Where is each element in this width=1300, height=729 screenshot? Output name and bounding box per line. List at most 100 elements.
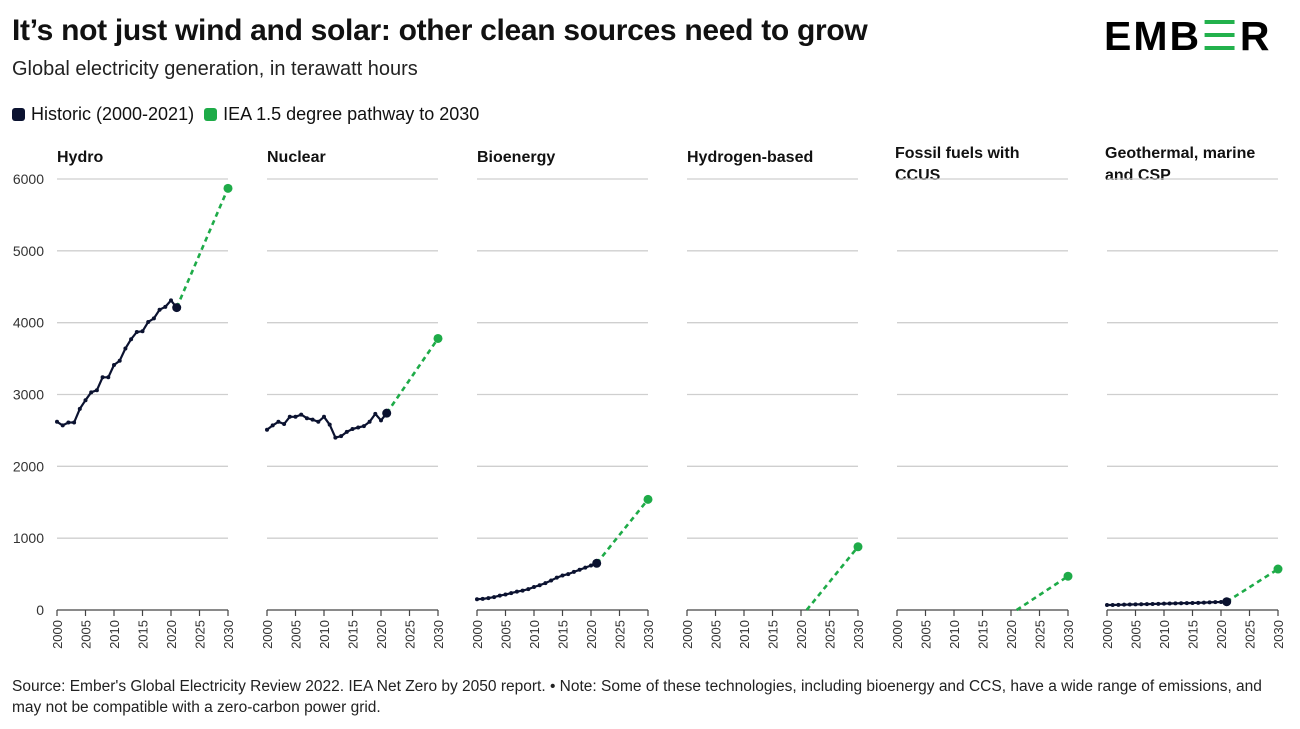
x-tick-label: 2010 [527,620,542,649]
chart-title: It’s not just wind and solar: other clea… [12,14,868,47]
historic-point [1196,600,1201,605]
x-tick-label: 2015 [346,620,361,649]
x-tick-label: 2030 [851,620,866,649]
x-tick-label: 2000 [680,620,695,649]
historic-point [537,583,542,588]
pathway-line [385,337,440,414]
x-tick-label: 2005 [289,620,304,649]
x-tick-label: 2020 [1214,620,1229,649]
legend-item-pathway: IEA 1.5 degree pathway to 2030 [204,104,479,125]
x-tick-label: 2015 [766,620,781,649]
x-tick-label: 2025 [1243,620,1258,649]
x-tick-label: 2020 [584,620,599,649]
historic-point [475,597,479,602]
historic-point [55,419,59,424]
historic-point [1122,602,1127,607]
historic-point [304,416,309,421]
legend-item-historic: Historic (2000-2021) [12,104,194,125]
x-tick-label: 2020 [794,620,809,649]
historic-point [339,434,344,439]
x-tick-label: 2025 [1033,620,1048,649]
legend: Historic (2000-2021) IEA 1.5 degree path… [12,104,489,125]
legend-label-pathway: IEA 1.5 degree pathway to 2030 [223,104,480,124]
pathway-end-point [1273,564,1283,574]
historic-point [123,346,128,351]
historic-point [566,572,571,577]
x-tick-label: 2005 [499,620,514,649]
historic-point [583,565,588,570]
historic-point [480,596,485,601]
historic-point [146,319,151,324]
x-tick-label: 2005 [709,620,724,649]
historic-point [577,567,582,572]
historic-point [83,398,88,403]
pathway-line [595,498,650,565]
historic-point [66,420,71,425]
historic-point [60,423,65,428]
historic-point [1184,601,1189,606]
legend-swatch-historic [12,108,25,121]
historic-point [350,426,355,431]
y-tick-label: 3000 [13,387,44,403]
historic-point [571,569,576,574]
historic-point [497,593,502,598]
y-tick-label: 2000 [13,458,44,474]
panel-title: Hydro [57,149,103,166]
historic-point [1167,601,1172,606]
x-tick-label: 2025 [403,620,418,649]
x-tick-label: 2000 [890,620,905,649]
pathway-end-point [223,183,233,193]
ember-logo: EMB☰R [1104,12,1271,60]
historic-point [1139,602,1144,607]
historic-point [486,596,491,601]
historic-point [589,563,593,568]
logo-part-2: R [1239,13,1272,59]
historic-point [322,414,326,419]
x-tick-label: 2025 [823,620,838,649]
historic-point [1110,602,1115,607]
historic-point [282,421,287,426]
x-tick-label: 2020 [1004,620,1019,649]
historic-point [1150,601,1155,606]
y-tick-label: 1000 [13,530,44,546]
historic-point [367,419,372,424]
historic-point [276,419,281,424]
panel-title: CCUS [895,167,941,184]
historic-point [1105,602,1109,607]
pathway-end-point [853,542,863,552]
logo-part-1: EMB [1104,13,1202,59]
x-tick-label: 2005 [1129,620,1144,649]
legend-label-historic: Historic (2000-2021) [31,104,195,124]
x-tick-label: 2015 [1186,620,1201,649]
panel-title: and CSP [1105,167,1171,184]
logo-accent-e-icon: ☰ [1201,13,1240,59]
x-tick-label: 2015 [136,620,151,649]
y-tick-label: 4000 [13,315,44,331]
pathway-line [805,545,860,611]
historic-point [333,435,338,440]
x-tick-label: 2030 [221,620,236,649]
historic-point [492,595,497,600]
panel-title: Hydrogen-based [687,149,813,166]
historic-point [129,337,134,342]
x-tick-label: 2000 [50,620,65,649]
y-tick-label: 0 [36,602,44,618]
x-tick-label: 2010 [947,620,962,649]
x-tick-label: 2000 [260,620,275,649]
panel-title: Fossil fuels with [895,145,1019,162]
historic-point [514,589,519,594]
x-tick-label: 2010 [107,620,122,649]
historic-point [89,390,94,395]
historic-point [299,412,304,417]
historic-point [117,358,122,363]
historic-point [265,427,269,432]
historic-point [100,375,105,380]
x-tick-label: 2030 [1061,620,1076,649]
x-tick-label: 2030 [431,620,446,649]
panel-title: Bioenergy [477,149,555,166]
historic-point [1144,602,1149,607]
historic-line [266,412,388,439]
historic-point [1116,602,1121,607]
historic-point [356,425,361,430]
source-note: Source: Ember's Global Electricity Revie… [12,678,1262,716]
